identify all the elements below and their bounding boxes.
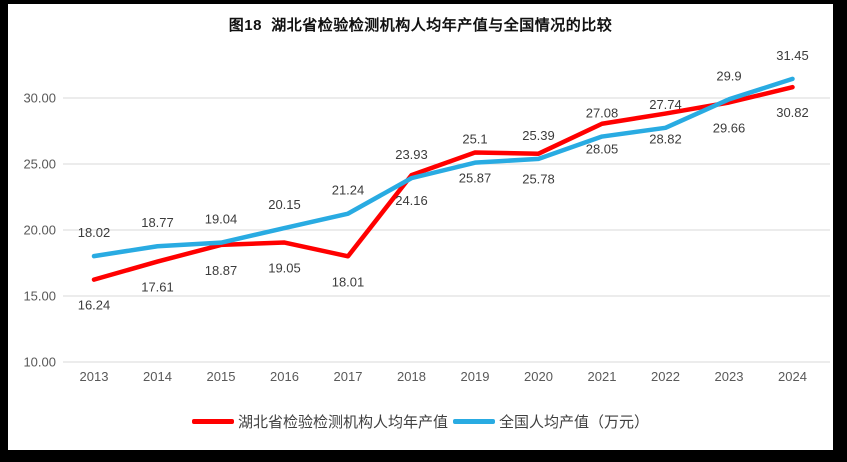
chart-title: 图18 湖北省检验检测机构人均年产值与全国情况的比较	[228, 17, 613, 34]
legend-item-hubei: 湖北省检验检测机构人均年产值	[191, 411, 448, 432]
legend-line-swatch-hubei-icon	[191, 418, 234, 424]
legend-line-swatch-national-icon	[453, 418, 495, 424]
legend-item-national: 全国人均产值（万元）	[453, 411, 649, 432]
legend-label-hubei: 湖北省检验检测机构人均年产值	[237, 413, 448, 431]
chart-legend: 湖北省检验检测机构人均年产值 全国人均产值（万元）	[8, 410, 833, 432]
chart-canvas	[8, 4, 833, 450]
legend-label-national: 全国人均产值（万元）	[499, 413, 650, 431]
